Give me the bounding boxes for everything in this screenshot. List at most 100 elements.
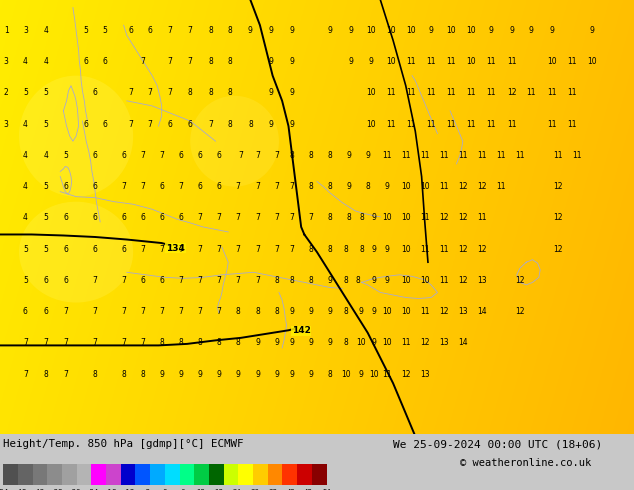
Text: 8: 8 <box>343 307 348 316</box>
Text: 10: 10 <box>587 57 597 66</box>
Text: 2: 2 <box>4 88 9 98</box>
Text: 11: 11 <box>567 88 576 98</box>
Text: 6: 6 <box>121 151 126 160</box>
Text: 12: 12 <box>458 245 467 254</box>
Text: 10: 10 <box>386 57 396 66</box>
Text: 18: 18 <box>214 489 223 490</box>
Text: 6: 6 <box>63 245 68 254</box>
Text: 12: 12 <box>458 182 467 191</box>
Text: 7: 7 <box>197 276 202 285</box>
Text: 7: 7 <box>289 245 294 254</box>
Ellipse shape <box>19 75 133 196</box>
Text: -42: -42 <box>34 489 45 490</box>
Bar <box>91 464 106 486</box>
Text: 0: 0 <box>162 489 167 490</box>
Text: 11: 11 <box>401 339 410 347</box>
Text: 9: 9 <box>289 88 294 98</box>
Text: 8: 8 <box>365 182 370 191</box>
Text: 9: 9 <box>268 26 273 35</box>
Bar <box>238 464 253 486</box>
Text: 6: 6 <box>159 276 164 285</box>
Bar <box>297 464 312 486</box>
Text: 9: 9 <box>359 307 364 316</box>
Text: 7: 7 <box>159 245 164 254</box>
Text: 11: 11 <box>387 88 396 98</box>
Text: 6: 6 <box>43 276 48 285</box>
Text: 6: 6 <box>43 307 48 316</box>
Text: 11: 11 <box>447 57 456 66</box>
Text: 6: 6 <box>93 88 98 98</box>
Text: 7: 7 <box>93 339 98 347</box>
Text: 11: 11 <box>567 57 576 66</box>
Text: 8: 8 <box>228 26 233 35</box>
Text: 11: 11 <box>567 120 576 128</box>
Bar <box>77 464 91 486</box>
Bar <box>312 464 327 486</box>
Text: 11: 11 <box>477 151 486 160</box>
Text: 8: 8 <box>228 120 233 128</box>
Text: 13: 13 <box>458 307 468 316</box>
Text: 8: 8 <box>343 339 348 347</box>
Text: 7: 7 <box>121 339 126 347</box>
Text: 7: 7 <box>275 182 280 191</box>
Text: 7: 7 <box>43 339 48 347</box>
Text: 7: 7 <box>63 339 68 347</box>
Text: 9: 9 <box>359 369 364 379</box>
Text: 6: 6 <box>216 151 221 160</box>
Text: 7: 7 <box>148 88 153 98</box>
Text: 9: 9 <box>197 369 202 379</box>
Text: 7: 7 <box>121 276 126 285</box>
Text: 10: 10 <box>401 213 411 222</box>
Text: 7: 7 <box>140 182 145 191</box>
Text: 8: 8 <box>356 276 361 285</box>
Text: -12: -12 <box>123 489 134 490</box>
Text: 7: 7 <box>216 276 221 285</box>
Text: 8: 8 <box>343 276 348 285</box>
Text: 11: 11 <box>573 151 581 160</box>
Text: 11: 11 <box>527 88 536 98</box>
Text: 8: 8 <box>308 245 313 254</box>
Text: 10: 10 <box>356 339 366 347</box>
Text: 7: 7 <box>63 307 68 316</box>
Text: 9: 9 <box>235 369 240 379</box>
Text: 11: 11 <box>458 151 467 160</box>
Text: 6: 6 <box>140 276 145 285</box>
Text: 5: 5 <box>102 26 107 35</box>
Text: 12: 12 <box>439 307 448 316</box>
Text: 7: 7 <box>275 245 280 254</box>
Text: 8: 8 <box>159 339 164 347</box>
Text: 11: 11 <box>427 120 436 128</box>
Text: 9: 9 <box>178 369 183 379</box>
Text: 7: 7 <box>93 276 98 285</box>
Text: 10: 10 <box>420 276 430 285</box>
Text: 8: 8 <box>178 339 183 347</box>
Text: 9: 9 <box>348 26 353 35</box>
Text: 8: 8 <box>327 151 332 160</box>
Text: 5: 5 <box>23 276 28 285</box>
Text: 7: 7 <box>121 307 126 316</box>
Text: 8: 8 <box>248 120 253 128</box>
Text: 11: 11 <box>467 88 476 98</box>
Text: 48: 48 <box>304 489 313 490</box>
Text: 5: 5 <box>63 151 68 160</box>
Text: 6: 6 <box>93 151 98 160</box>
Text: 7: 7 <box>308 213 313 222</box>
Text: 5: 5 <box>83 26 88 35</box>
Text: 11: 11 <box>420 245 429 254</box>
Text: 7: 7 <box>140 151 145 160</box>
Text: 9: 9 <box>368 57 373 66</box>
Text: 13: 13 <box>420 369 430 379</box>
Text: 7: 7 <box>121 182 126 191</box>
Text: -24: -24 <box>87 489 99 490</box>
Text: 6: 6 <box>63 213 68 222</box>
Text: 8: 8 <box>289 151 294 160</box>
Text: 9: 9 <box>289 339 294 347</box>
Text: 6: 6 <box>129 26 134 35</box>
Text: 10: 10 <box>366 26 376 35</box>
Text: 7: 7 <box>140 307 145 316</box>
Text: 10: 10 <box>466 57 476 66</box>
Text: -38: -38 <box>51 489 63 490</box>
Bar <box>268 464 282 486</box>
Text: -54: -54 <box>0 489 9 490</box>
Text: 12: 12 <box>553 213 562 222</box>
